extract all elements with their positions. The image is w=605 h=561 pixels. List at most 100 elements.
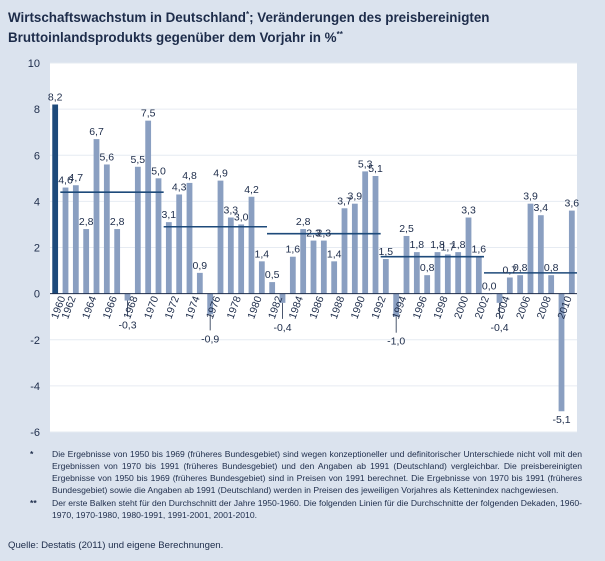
bar	[517, 275, 524, 294]
chart-title: Wirtschaftswachstum in Deutschland*; Ver…	[8, 6, 598, 46]
value-label: 0,8	[513, 262, 528, 274]
value-label: -0,3	[118, 320, 136, 332]
bar	[403, 235, 410, 294]
y-tick-label: 0	[34, 289, 40, 301]
bar	[93, 139, 100, 294]
bar	[537, 215, 544, 294]
bar	[362, 171, 369, 294]
bar	[393, 293, 400, 317]
y-tick-label: 6	[34, 150, 40, 162]
value-label: 2,8	[79, 216, 94, 228]
bar	[444, 254, 451, 294]
bar	[103, 164, 110, 294]
bar	[382, 259, 389, 294]
title-line-1: Wirtschaftswachstum in Deutschland	[8, 10, 246, 25]
bar	[413, 252, 420, 294]
value-label: 5,5	[131, 154, 146, 166]
bar	[568, 210, 575, 294]
value-label: 3,0	[234, 211, 249, 223]
bar	[248, 196, 255, 294]
value-label: 2,8	[296, 216, 311, 228]
value-label: 2,8	[110, 216, 125, 228]
footnotes: * Die Ergebnisse von 1950 bis 1969 (früh…	[30, 448, 582, 522]
bar	[506, 277, 513, 294]
value-label: 5,0	[151, 165, 166, 177]
value-label: 1,4	[255, 248, 270, 260]
footnote-1: * Die Ergebnisse von 1950 bis 1969 (früh…	[30, 448, 582, 496]
y-tick-label: -4	[30, 381, 40, 393]
y-tick-label: -6	[30, 427, 40, 439]
value-label: 3,1	[162, 209, 177, 221]
footnote-1-text: Die Ergebnisse von 1950 bis 1969 (früher…	[52, 449, 582, 495]
value-label: 0,9	[193, 260, 208, 272]
bar	[196, 272, 203, 294]
value-label: -0,9	[201, 333, 219, 345]
value-label: 1,8	[451, 239, 466, 251]
value-label: 1,4	[327, 248, 342, 260]
value-label: 2,5	[399, 223, 414, 235]
y-tick-label: 4	[34, 196, 40, 208]
bar	[155, 178, 162, 294]
bar	[372, 176, 379, 294]
value-label: 1,8	[410, 239, 425, 251]
value-label: 5,1	[368, 163, 383, 175]
footnote-2-mark: **	[30, 498, 37, 508]
bar	[269, 282, 276, 294]
bar	[548, 275, 555, 294]
value-label: 1,5	[379, 246, 394, 258]
value-label: -0,4	[490, 322, 508, 334]
value-label: 3,9	[348, 191, 363, 203]
value-label: 3,3	[224, 205, 239, 217]
bar	[258, 261, 265, 294]
value-label: 7,5	[141, 108, 156, 120]
value-label: 0,8	[420, 262, 435, 274]
value-label: 0,8	[544, 262, 559, 274]
bar	[331, 261, 338, 294]
bar	[207, 293, 214, 315]
value-label: 3,3	[461, 205, 476, 217]
bar	[496, 293, 503, 303]
bar	[465, 217, 472, 294]
title-line-2: Bruttoinlandsprodukts gegenüber dem Vorj…	[8, 30, 337, 45]
value-label: -5,1	[552, 414, 570, 426]
source-note: Quelle: Destatis (2011) und eigene Berec…	[8, 540, 224, 551]
bar	[165, 222, 172, 294]
value-label: -1,0	[387, 336, 405, 348]
value-label: 1,7	[441, 241, 456, 253]
bar	[186, 182, 193, 294]
bar	[558, 293, 565, 412]
bar	[227, 217, 234, 294]
value-label: 1,8	[430, 239, 445, 251]
footnote-2-text: Der erste Balken steht für den Durchschn…	[52, 498, 582, 520]
bar	[341, 208, 348, 294]
bar	[475, 256, 482, 294]
bar	[289, 256, 296, 294]
value-label: 3,4	[534, 202, 549, 214]
value-label: 2,3	[317, 228, 332, 240]
y-tick-label: 2	[34, 243, 40, 255]
bar	[455, 252, 462, 294]
value-label: 3,6	[565, 198, 580, 210]
value-label: 3,9	[523, 191, 538, 203]
value-label: 3,7	[337, 195, 352, 207]
title-line-1-rest: ; Veränderungen des preisbereinigten	[249, 10, 490, 25]
title-footnote-mark-2: **	[336, 30, 343, 39]
footnote-1-mark: *	[30, 449, 34, 459]
bar	[424, 275, 431, 294]
bar	[72, 185, 79, 294]
bar	[351, 203, 358, 294]
value-label: 4,6	[58, 175, 73, 187]
bar	[134, 166, 141, 294]
value-label: 0,5	[265, 269, 280, 281]
bar	[310, 240, 317, 294]
bar	[320, 240, 327, 294]
bar	[62, 187, 69, 294]
value-label: 6,7	[89, 126, 104, 138]
value-label: 4,3	[172, 181, 187, 193]
value-label: 2,3	[306, 228, 321, 240]
value-label: 4,8	[182, 170, 197, 182]
value-label: -0,4	[273, 322, 291, 334]
value-label: 5,3	[358, 158, 373, 170]
bar	[176, 194, 183, 294]
value-label: 8,2	[48, 92, 63, 104]
